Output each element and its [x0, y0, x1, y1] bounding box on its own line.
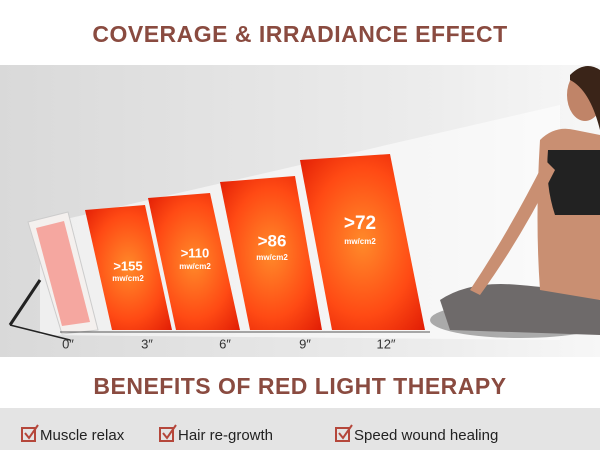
panel-value: >110: [181, 245, 210, 260]
distance-label: 12″: [376, 336, 395, 351]
benefits-title: BENEFITS OF RED LIGHT THERAPY: [93, 373, 506, 399]
panel-unit: mw/cm2: [344, 237, 376, 246]
benefit-item: Speed wound healing: [354, 427, 498, 444]
person: [430, 66, 600, 338]
distance-label: 6″: [219, 336, 231, 351]
panel-value: >86: [258, 231, 287, 250]
panel-unit: mw/cm2: [179, 262, 211, 271]
benefit-item: Muscle relax: [40, 427, 125, 444]
irradiance-panel: >72 mw/cm2: [300, 154, 425, 330]
check-icon: [21, 424, 353, 442]
section-title: COVERAGE & IRRADIANCE EFFECT: [92, 21, 507, 47]
panel-unit: mw/cm2: [256, 253, 288, 262]
panel-unit: mw/cm2: [112, 274, 144, 283]
benefits-band: [0, 408, 600, 450]
irradiance-panel: >155 mw/cm2: [85, 205, 172, 330]
distance-label: 3″: [141, 336, 153, 351]
irradiance-panel: >110 mw/cm2: [148, 193, 240, 330]
benefit-item: Hair re-growth: [178, 427, 273, 444]
distance-label: 0″: [62, 336, 74, 351]
irradiance-panel: >86 mw/cm2: [220, 176, 322, 330]
device: [8, 211, 99, 341]
distance-label: 9″: [299, 336, 311, 351]
panel-value: >155: [113, 258, 142, 273]
panel-value: >72: [344, 213, 376, 234]
